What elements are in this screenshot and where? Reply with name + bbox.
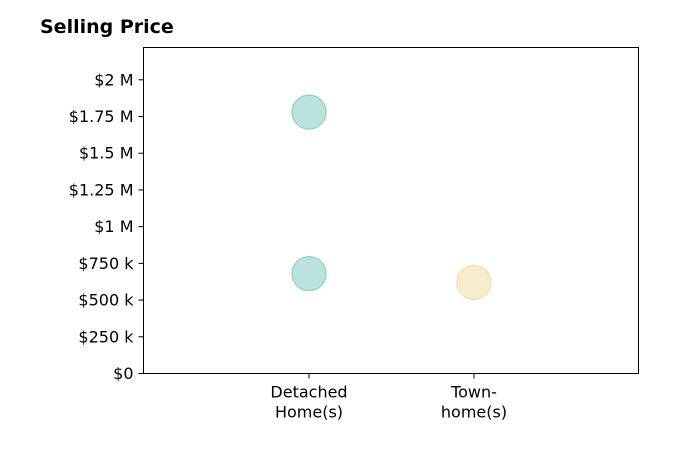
data-point xyxy=(456,264,492,301)
y-tick-label: $500 k xyxy=(78,291,134,310)
x-tick-label: home(s) xyxy=(441,403,507,422)
chart-title: Selling Price xyxy=(40,16,174,38)
x-tick-label: Detached xyxy=(270,383,347,402)
y-tick-label: $1.75 M xyxy=(69,107,134,126)
data-points xyxy=(291,94,492,301)
data-point xyxy=(291,256,327,292)
y-tick-label: $1.25 M xyxy=(69,180,134,199)
y-tick-label: $750 k xyxy=(78,254,134,273)
x-tick-label: Home(s) xyxy=(275,403,343,422)
y-tick-label: $250 k xyxy=(78,327,134,346)
data-point xyxy=(291,94,327,130)
plot-area-frame xyxy=(143,47,639,374)
y-tick-label: $1.5 M xyxy=(79,144,134,163)
y-tick-label: $0 xyxy=(113,364,133,383)
y-tick-label: $2 M xyxy=(94,70,133,89)
x-tick-label: Town- xyxy=(450,383,497,402)
y-tick-label: $1 M xyxy=(94,217,133,236)
y-axis: $0 $250 k $500 k $750 k $1 M $1.25 M $1.5 M $1.… xyxy=(69,70,144,383)
